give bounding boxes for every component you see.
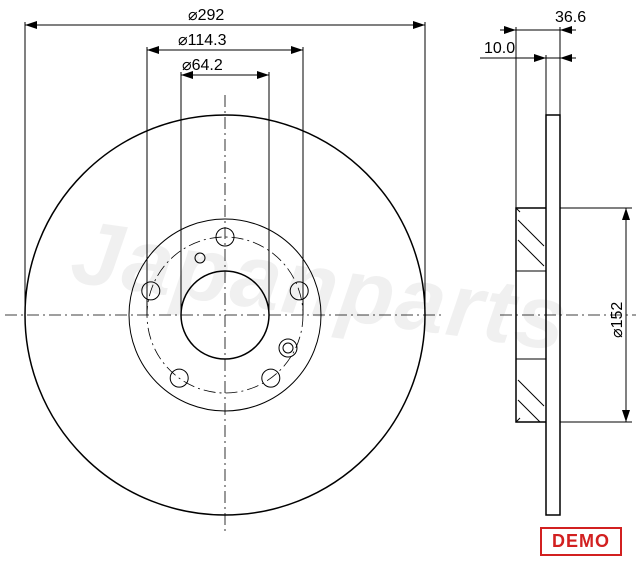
dim-total-width: 36.6	[555, 9, 586, 26]
hatching	[518, 220, 544, 422]
dim-pcd: ⌀114.3	[178, 32, 227, 49]
demo-badge: DEMO	[540, 527, 622, 556]
dim-outer-diameter: ⌀292	[188, 7, 224, 24]
dim-hub-height: ⌀152	[609, 302, 626, 338]
dim-disc-thickness: 10.0	[484, 40, 515, 57]
drawing-canvas: ⌀292 ⌀114.3 ⌀64.2	[0, 0, 640, 574]
front-view: ⌀292 ⌀114.3 ⌀64.2	[5, 7, 445, 535]
dim-bore: ⌀64.2	[182, 57, 223, 74]
side-view: 36.6 10.0 ⌀152	[480, 9, 636, 515]
